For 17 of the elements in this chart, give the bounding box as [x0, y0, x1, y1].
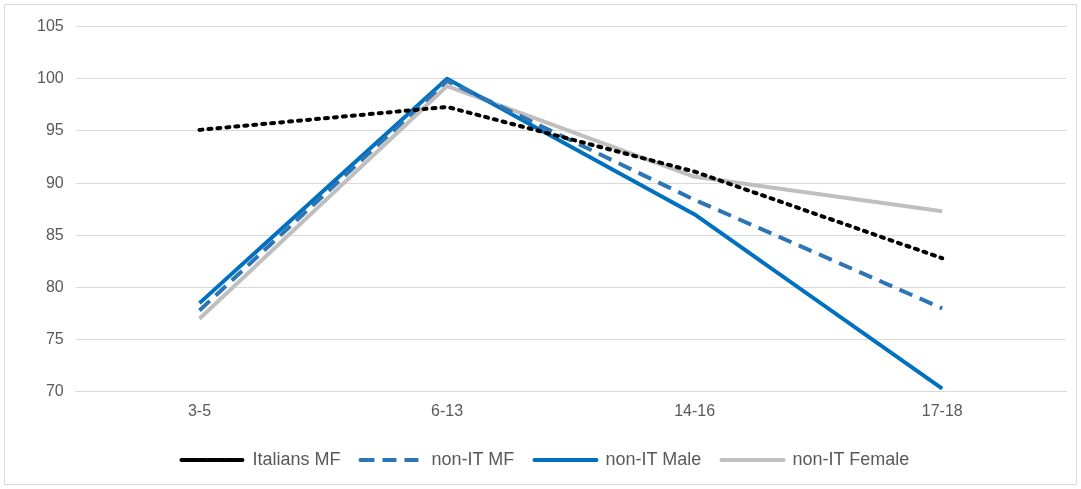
- legend-label: non-IT Female: [792, 448, 910, 469]
- y-tick-label: 100: [36, 69, 64, 87]
- y-tick-label: 85: [45, 225, 64, 243]
- line-series: [197, 104, 945, 261]
- x-tick-label: 17-18: [921, 401, 963, 419]
- legend-label: Italians MF: [252, 448, 341, 469]
- y-tick-label: 90: [45, 173, 64, 191]
- y-tick-label: 70: [45, 382, 64, 400]
- y-tick-label: 95: [45, 121, 64, 139]
- x-tick-label: 6-13: [431, 401, 464, 419]
- x-tick-label: 3-5: [187, 401, 212, 419]
- legend-label: non-IT MF: [431, 448, 515, 469]
- y-tick-label: 75: [45, 330, 64, 348]
- y-tick-label: 80: [45, 277, 64, 295]
- x-tick-label: 14-16: [674, 401, 716, 419]
- y-tick-label: 105: [36, 17, 64, 35]
- legend-label: non-IT Male: [605, 448, 702, 469]
